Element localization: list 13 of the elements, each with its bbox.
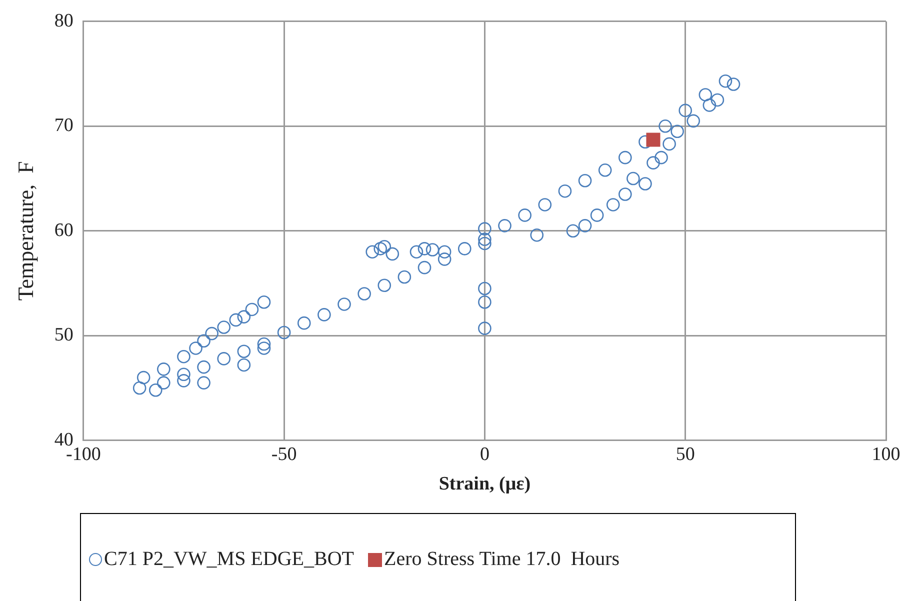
y-tick-label: 50 <box>54 324 74 346</box>
legend-label: Zero Stress Time 17.0 Hours <box>384 548 620 571</box>
x-tick-label: -50 <box>271 444 297 465</box>
x-tick-label: 100 <box>872 444 900 465</box>
legend-label: C71 P2_VW_MS EDGE_BOT <box>104 548 354 571</box>
x-axis-title: Strain, (με) <box>438 474 531 495</box>
y-tick-label: 60 <box>54 220 74 241</box>
x-tick-label: 50 <box>676 444 695 465</box>
x-tick-label: 0 <box>480 444 490 465</box>
y-tick-label: 40 <box>54 429 74 450</box>
y-tick-label: 70 <box>54 115 74 136</box>
y-axis-title: Temperature, F <box>12 161 38 301</box>
y-tick-label: 80 <box>54 10 74 32</box>
